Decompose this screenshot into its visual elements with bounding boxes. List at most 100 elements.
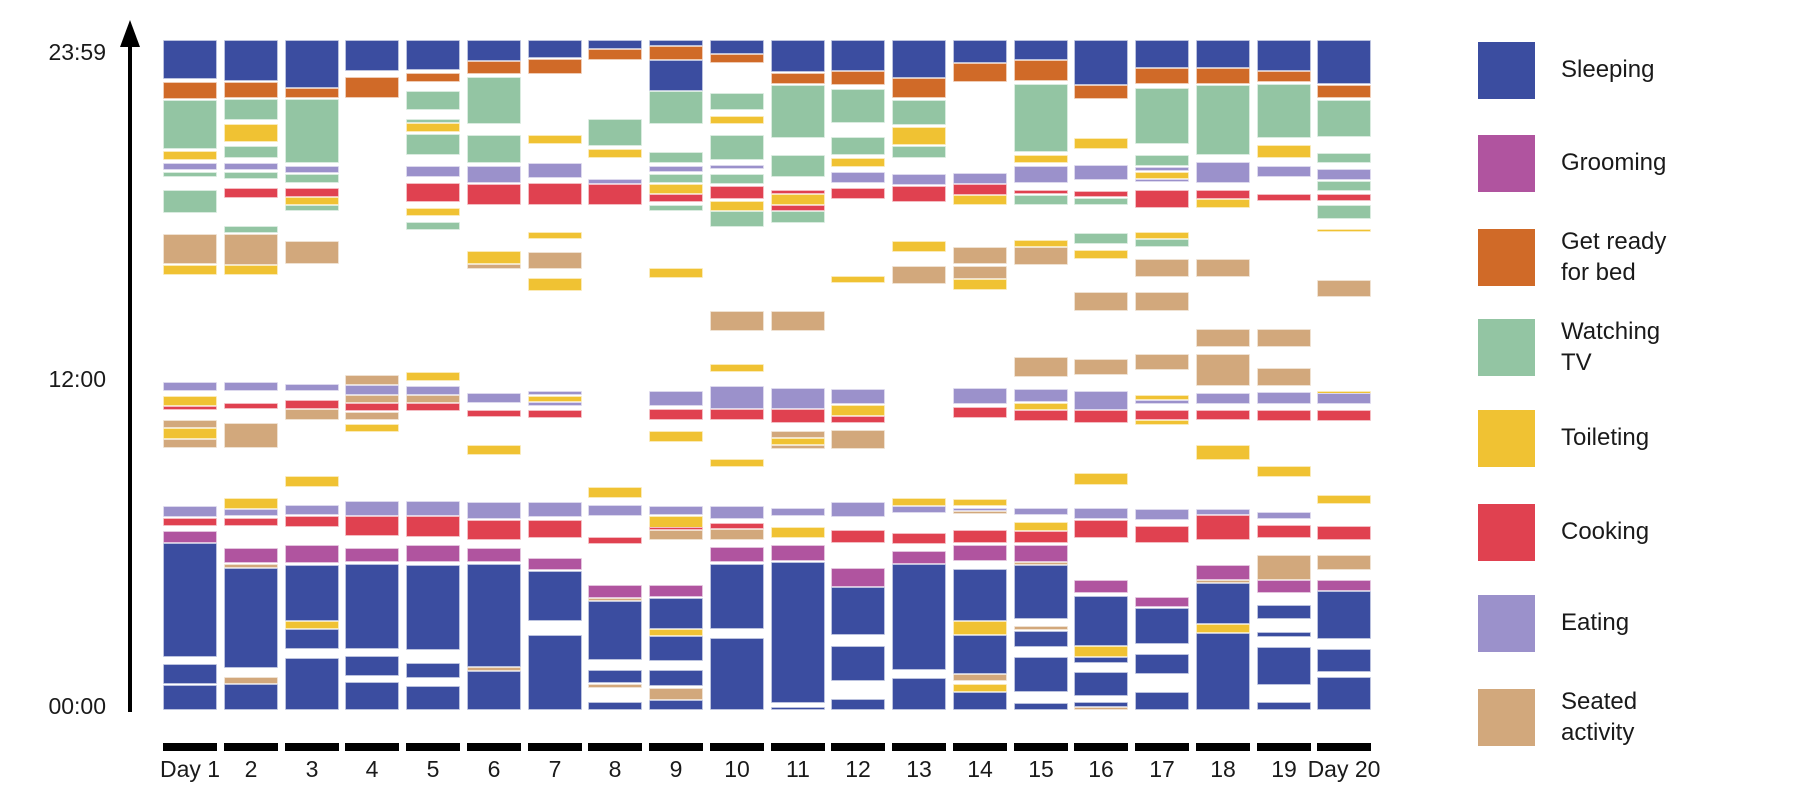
activity-segment-eat bbox=[163, 163, 217, 171]
activity-segment-cook bbox=[467, 410, 521, 418]
activity-segment-cook bbox=[285, 188, 339, 197]
activity-segment-bed bbox=[953, 62, 1007, 83]
activity-segment-cook bbox=[1257, 410, 1311, 422]
activity-segment-tv bbox=[649, 174, 703, 183]
activity-segment-cook bbox=[1196, 189, 1250, 200]
x-axis-tick bbox=[224, 743, 278, 751]
activity-segment-seated bbox=[1257, 329, 1311, 348]
activity-segment-sleep bbox=[710, 40, 764, 55]
activity-segment-toilet bbox=[771, 438, 825, 445]
activity-segment-seated bbox=[1257, 555, 1311, 581]
x-axis-label: 19 bbox=[1271, 756, 1297, 782]
activity-segment-sleep bbox=[345, 682, 399, 710]
activity-segment-sleep bbox=[588, 669, 642, 684]
activity-segment-sleep bbox=[163, 40, 217, 80]
activity-segment-seated bbox=[1135, 291, 1189, 311]
activity-segment-sleep bbox=[588, 701, 642, 710]
activity-segment-tv bbox=[1135, 87, 1189, 144]
activity-segment-bed bbox=[1074, 85, 1128, 99]
activity-segment-seated bbox=[285, 408, 339, 420]
legend-swatch-toilet bbox=[1478, 410, 1535, 467]
activity-segment-eat bbox=[285, 383, 339, 391]
activity-segment-sleep bbox=[1014, 564, 1068, 620]
activity-segment-eat bbox=[528, 502, 582, 518]
activity-segment-sleep bbox=[406, 686, 460, 710]
activity-segment-tv bbox=[224, 146, 278, 158]
activity-segment-sleep bbox=[710, 637, 764, 710]
activity-segment-sleep bbox=[831, 645, 885, 681]
activity-segment-cook bbox=[1014, 531, 1068, 543]
activity-segment-eat bbox=[771, 507, 825, 517]
activity-segment-groom bbox=[1257, 580, 1311, 593]
activity-segment-cook bbox=[1014, 410, 1068, 422]
activity-segment-sleep bbox=[163, 684, 217, 710]
legend-item-bed: Get ready for bed bbox=[1478, 227, 1666, 288]
activity-segment-eat bbox=[649, 390, 703, 406]
legend-swatch-sleep bbox=[1478, 42, 1535, 99]
x-axis-tick bbox=[528, 743, 582, 751]
activity-segment-sleep bbox=[831, 587, 885, 635]
activity-segment-seated bbox=[771, 431, 825, 438]
activity-segment-eat bbox=[1135, 400, 1189, 405]
activity-segment-bed bbox=[1014, 59, 1068, 81]
activity-segment-seated bbox=[345, 394, 399, 404]
activity-segment-toilet bbox=[224, 124, 278, 143]
activity-segment-seated bbox=[710, 528, 764, 540]
activity-segment-sleep bbox=[771, 562, 825, 703]
activity-segment-sleep bbox=[771, 707, 825, 711]
activity-segment-cook bbox=[771, 205, 825, 211]
activity-segment-cook bbox=[1196, 514, 1250, 540]
activity-segment-bed bbox=[163, 82, 217, 99]
y-axis-arrow-icon bbox=[120, 20, 140, 47]
activity-segment-sleep bbox=[953, 691, 1007, 710]
activity-segment-sleep bbox=[467, 40, 521, 62]
activity-segment-toilet bbox=[224, 265, 278, 275]
activity-segment-cook bbox=[345, 516, 399, 536]
activity-segment-toilet bbox=[831, 276, 885, 284]
activity-segment-sleep bbox=[1317, 40, 1371, 84]
activity-segment-sleep bbox=[588, 601, 642, 660]
activity-segment-tv bbox=[285, 99, 339, 164]
legend-item-seated: Seated activity bbox=[1478, 687, 1637, 748]
activity-segment-toilet bbox=[285, 196, 339, 205]
activity-segment-toilet bbox=[285, 620, 339, 630]
activity-segment-tv bbox=[224, 171, 278, 179]
activity-segment-eat bbox=[831, 502, 885, 518]
activity-segment-eat bbox=[528, 390, 582, 395]
activity-segment-eat bbox=[1074, 390, 1128, 410]
activity-segment-tv bbox=[163, 100, 217, 150]
activity-segment-tv bbox=[406, 133, 460, 155]
activity-segment-eat bbox=[1014, 507, 1068, 515]
x-axis-label: 12 bbox=[845, 756, 871, 782]
x-axis-tick bbox=[892, 743, 946, 751]
x-axis-label: 16 bbox=[1088, 756, 1114, 782]
activity-segment-groom bbox=[224, 548, 278, 564]
x-axis-label: 3 bbox=[305, 756, 319, 782]
legend-label-tv: Watching TV bbox=[1561, 318, 1661, 376]
activity-segment-cook bbox=[831, 530, 885, 543]
activity-segment-tv bbox=[467, 76, 521, 125]
activity-segment-cook bbox=[1074, 520, 1128, 539]
activity-segment-eat bbox=[224, 382, 278, 391]
activity-segment-sleep bbox=[285, 564, 339, 621]
activity-segment-cook bbox=[953, 407, 1007, 419]
activity-segment-bed bbox=[467, 61, 521, 74]
activity-segment-eat bbox=[224, 509, 278, 517]
activity-segment-bed bbox=[710, 54, 764, 63]
legend-item-toilet: Toileting bbox=[1478, 410, 1649, 467]
activity-segment-seated bbox=[831, 429, 885, 450]
activity-segment-cook bbox=[1074, 410, 1128, 423]
activity-segment-cook bbox=[1196, 410, 1250, 420]
activity-segment-toilet bbox=[953, 620, 1007, 635]
activity-segment-bed bbox=[224, 82, 278, 98]
activity-segment-sleep bbox=[467, 670, 521, 710]
activity-segment-toilet bbox=[710, 200, 764, 211]
activity-segment-sleep bbox=[1257, 701, 1311, 710]
activity-segment-sleep bbox=[649, 598, 703, 630]
legend-label-sleep: Sleeping bbox=[1561, 56, 1655, 84]
activity-segment-seated bbox=[771, 311, 825, 331]
legend-label-eat: Eating bbox=[1561, 609, 1630, 637]
activity-segment-cook bbox=[1135, 525, 1189, 543]
activity-segment-sleep bbox=[710, 563, 764, 630]
activity-segment-cook bbox=[163, 405, 217, 411]
